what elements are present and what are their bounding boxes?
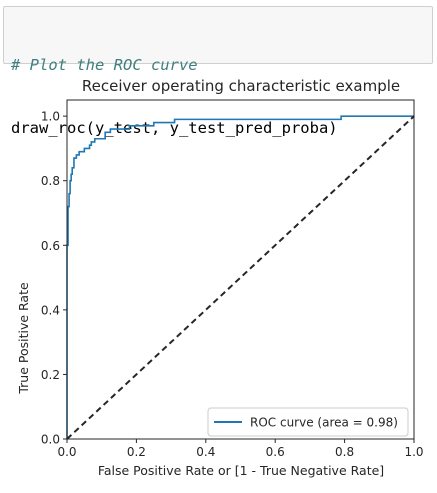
code-statement: draw_roc(y_test, y_test_pred_proba): [11, 119, 338, 137]
series-layer: [66, 115, 415, 440]
roc-curve-line: [66, 115, 414, 439]
code-comment: # Plot the ROC curve: [11, 56, 198, 74]
x-tick-label: 1.0: [404, 445, 423, 459]
code-cell[interactable]: # Plot the ROC curve draw_roc(y_test, y_…: [3, 6, 433, 137]
x-tick-label: 0.2: [127, 445, 146, 459]
y-tick-label: 0.4: [41, 303, 60, 317]
diagonal-reference-line: [66, 115, 415, 440]
x-tick-label: 0.6: [266, 445, 285, 459]
x-tick-label: 0.8: [335, 445, 354, 459]
y-axis-label: True Positive Rate: [16, 282, 31, 395]
x-tick-label: 0.4: [196, 445, 215, 459]
axis-ticks: 0.0 0.2 0.4 0.6 0.8 1.0 0.0 0.2 0.4 0.6 0.8 1.0: [41, 110, 424, 459]
roc-chart: Receiver operating characteristic exampl…: [16, 77, 424, 478]
roc-figure: Receiver operating characteristic exampl…: [0, 68, 437, 493]
chart-title: Receiver operating characteristic exampl…: [82, 77, 400, 95]
y-tick-label: 0.8: [41, 174, 60, 188]
legend-label: ROC curve (area = 0.98): [250, 416, 398, 430]
x-axis-label: False Positive Rate or [1 - True Negativ…: [98, 463, 384, 478]
y-tick-label: 0.0: [41, 433, 60, 447]
plot-frame: [66, 99, 415, 440]
legend: ROC curve (area = 0.98): [207, 407, 409, 437]
y-tick-label: 1.0: [41, 110, 60, 124]
y-tick-label: 0.6: [41, 239, 60, 253]
legend-box: [207, 407, 409, 437]
x-tick-label: 0.0: [57, 445, 76, 459]
y-tick-label: 0.2: [41, 368, 60, 382]
